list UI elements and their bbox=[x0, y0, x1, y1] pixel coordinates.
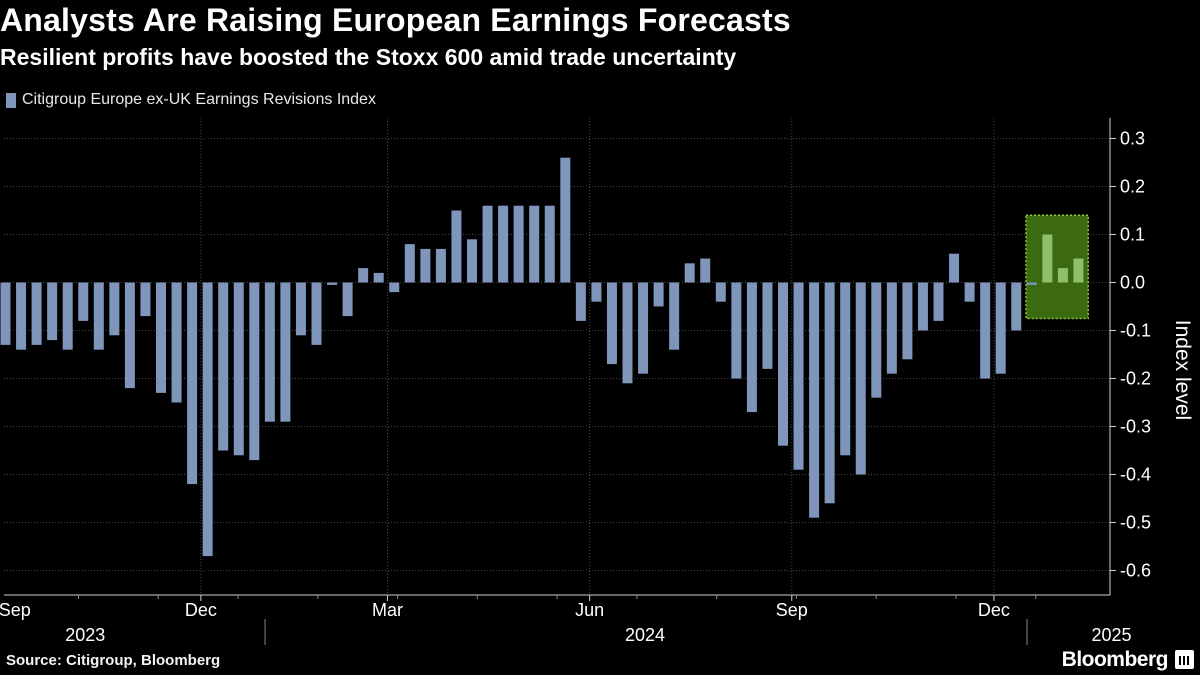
bar bbox=[575, 282, 586, 321]
y-tick-label: -0.4 bbox=[1120, 465, 1151, 485]
bar bbox=[638, 282, 649, 374]
bar bbox=[0, 282, 11, 345]
bar bbox=[358, 268, 369, 283]
bar bbox=[31, 282, 42, 345]
bar bbox=[1073, 258, 1084, 283]
bar bbox=[1011, 282, 1022, 331]
bar bbox=[93, 282, 104, 350]
bar bbox=[917, 282, 928, 331]
y-tick-label: 0.2 bbox=[1120, 177, 1145, 197]
bar bbox=[62, 282, 73, 350]
bar bbox=[606, 282, 617, 365]
bar bbox=[451, 210, 462, 283]
bar bbox=[669, 282, 680, 350]
y-tick-label: -0.3 bbox=[1120, 417, 1151, 437]
bar bbox=[140, 282, 151, 317]
bar bbox=[295, 282, 306, 336]
bar bbox=[311, 282, 322, 345]
x-tick-label: Sep bbox=[0, 600, 31, 620]
bar bbox=[435, 248, 446, 283]
bar bbox=[684, 263, 695, 283]
bar bbox=[824, 282, 835, 504]
bar bbox=[622, 282, 633, 384]
bar bbox=[16, 282, 27, 350]
x-tick-label: Dec bbox=[185, 600, 217, 620]
x-tick-label: Sep bbox=[776, 600, 808, 620]
bar bbox=[218, 282, 229, 451]
bar bbox=[809, 282, 820, 518]
bar bbox=[762, 282, 773, 369]
bar bbox=[886, 282, 897, 374]
y-tick-label: -0.6 bbox=[1120, 561, 1151, 581]
bar bbox=[840, 282, 851, 456]
bar bbox=[544, 205, 555, 283]
legend-label: Citigroup Europe ex-UK Earnings Revision… bbox=[22, 91, 376, 108]
bar bbox=[47, 282, 58, 341]
x-tick-label: Mar bbox=[372, 600, 403, 620]
bar bbox=[156, 282, 166, 393]
y-tick-label: -0.5 bbox=[1120, 513, 1151, 533]
bar bbox=[591, 282, 602, 302]
bar bbox=[529, 205, 540, 283]
x-tick-label: Dec bbox=[978, 600, 1010, 620]
y-tick-label: 0.3 bbox=[1120, 129, 1145, 149]
bar bbox=[560, 157, 571, 283]
bar bbox=[746, 282, 757, 413]
year-label: 2025 bbox=[1092, 625, 1132, 645]
x-tick-label: Jun bbox=[575, 600, 604, 620]
bar bbox=[1057, 268, 1068, 283]
bar bbox=[793, 282, 804, 470]
bar bbox=[902, 282, 913, 360]
bar bbox=[389, 282, 400, 293]
bar bbox=[171, 282, 182, 403]
bar bbox=[202, 282, 213, 557]
bar bbox=[233, 282, 244, 456]
chart-subtitle: Resilient profits have boosted the Stoxx… bbox=[0, 44, 737, 70]
bar bbox=[280, 282, 291, 422]
bar bbox=[1042, 234, 1053, 283]
bar bbox=[964, 282, 975, 302]
source-note: Source: Citigroup, Bloomberg bbox=[6, 652, 221, 669]
bar bbox=[420, 248, 431, 283]
y-tick-label: -0.1 bbox=[1120, 321, 1151, 341]
year-label: 2023 bbox=[65, 625, 105, 645]
bloomberg-chart-icon bbox=[1175, 650, 1194, 669]
bar bbox=[498, 205, 509, 283]
bar bbox=[264, 282, 275, 422]
bar bbox=[187, 282, 198, 485]
bar bbox=[871, 282, 882, 398]
y-tick-label: 0.0 bbox=[1120, 273, 1145, 293]
year-label: 2024 bbox=[625, 625, 665, 645]
bar bbox=[467, 239, 477, 283]
bar bbox=[995, 282, 1006, 374]
bar bbox=[700, 258, 711, 283]
bar bbox=[778, 282, 788, 446]
bar bbox=[855, 282, 866, 475]
y-tick-label: 0.1 bbox=[1120, 225, 1145, 245]
bar bbox=[715, 282, 726, 302]
legend-swatch bbox=[6, 92, 16, 108]
bar bbox=[124, 282, 135, 389]
bar bbox=[373, 272, 384, 283]
y-tick-label: -0.2 bbox=[1120, 369, 1151, 389]
bar bbox=[482, 205, 493, 283]
bar bbox=[980, 282, 991, 379]
bar bbox=[653, 282, 664, 307]
chart-title: Analysts Are Raising European Earnings F… bbox=[0, 2, 791, 38]
bar bbox=[327, 282, 338, 285]
bar bbox=[1026, 282, 1037, 285]
bar bbox=[933, 282, 944, 321]
bar bbox=[949, 253, 960, 283]
bar bbox=[78, 282, 89, 321]
bar bbox=[513, 205, 524, 283]
bar bbox=[249, 282, 260, 461]
bloomberg-logo: Bloomberg bbox=[1061, 648, 1169, 671]
bar bbox=[109, 282, 120, 336]
legend: Citigroup Europe ex-UK Earnings Revision… bbox=[6, 91, 376, 109]
bar bbox=[404, 244, 415, 283]
y-axis-label: Index level bbox=[1171, 320, 1194, 420]
bar bbox=[731, 282, 742, 379]
bar bbox=[342, 282, 353, 317]
